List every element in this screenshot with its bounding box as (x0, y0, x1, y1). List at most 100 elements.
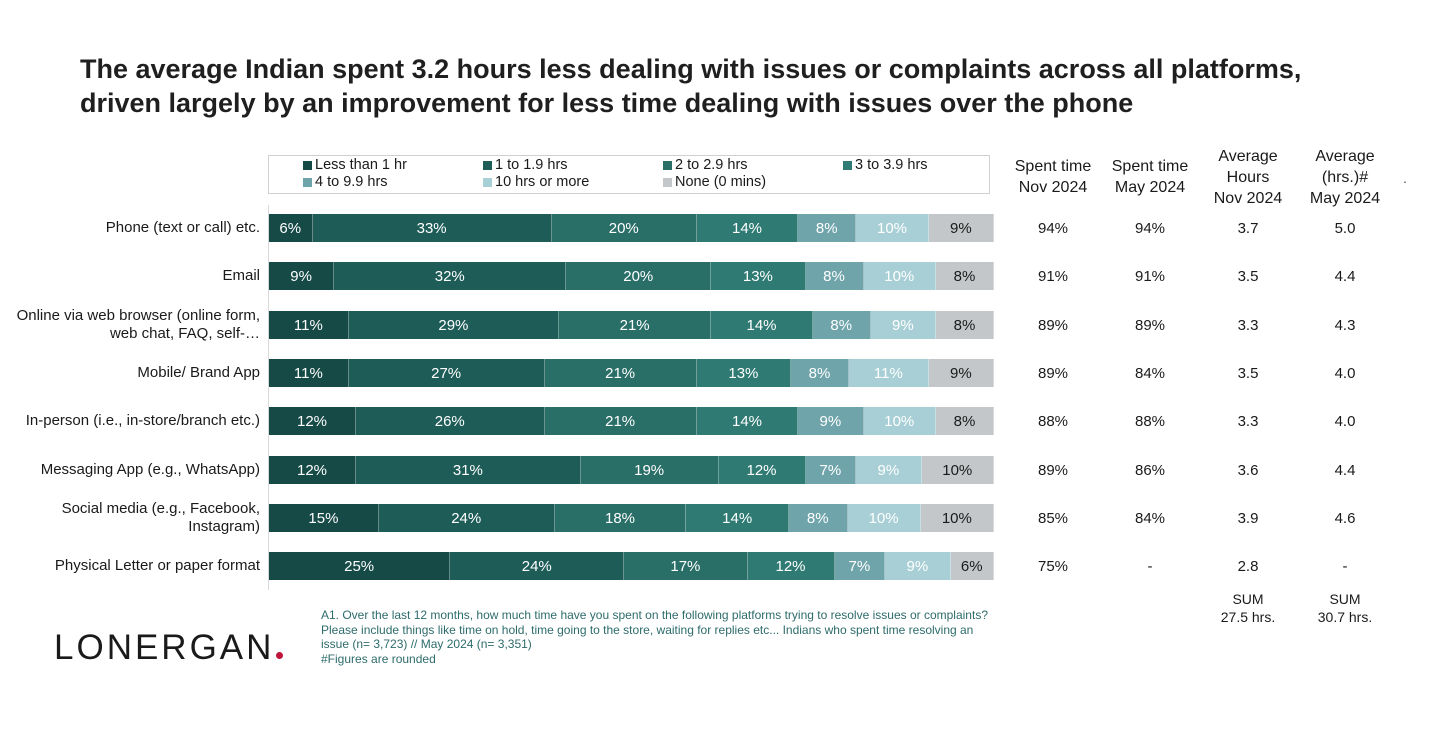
table-cell-spent-nov: 89% (1037, 317, 1069, 334)
bar-row: 12% 31% 19% 12% 7% 9% 10% (269, 456, 994, 484)
bar-segment: 10% (856, 214, 929, 242)
bar-segment: 19% (580, 456, 719, 484)
table-cell-avg-may: 4.3 (1334, 317, 1356, 334)
bar-segment: 31% (356, 456, 581, 484)
bar-segment: 9% (798, 407, 864, 435)
col-head-avg-nov: Average Hours Nov 2024 (1213, 148, 1283, 207)
bar-row: 11% 29% 21% 14% 8% 9% 8% (269, 311, 994, 339)
bar-segment: 13% (696, 359, 791, 387)
legend-item: 1 to 1.9 hrs (483, 157, 568, 173)
footnote-note: Please include things like time on hold,… (321, 622, 974, 652)
table-cell-spent-may: 89% (1134, 317, 1166, 334)
legend-item: None (0 mins) (663, 174, 766, 190)
bar-segment: 24% (378, 504, 555, 532)
bar-segment: 14% (696, 214, 799, 242)
table-cell-spent-nov: 89% (1037, 365, 1069, 382)
bar-row: 12% 26% 21% 14% 9% 10% 8% (269, 407, 994, 435)
legend-item: 10 hrs or more (483, 174, 589, 190)
bar-segment: 12% (269, 456, 356, 484)
bar-segment: 21% (544, 407, 697, 435)
legend-item: 2 to 2.9 hrs (663, 157, 748, 173)
bar-segment: 12% (747, 552, 835, 580)
bar-segment: 11% (269, 359, 349, 387)
table-cell-spent-may: 84% (1134, 365, 1166, 382)
bar-segment: 8% (936, 407, 994, 435)
bar-segment: 27% (348, 359, 545, 387)
bar-segment: 15% (269, 504, 379, 532)
bar-segment: 9% (269, 262, 335, 290)
legend-item: 3 to 3.9 hrs (843, 157, 928, 173)
table-cell-spent-may: - (1147, 558, 1153, 575)
table-cell-avg-may: 5.0 (1334, 220, 1356, 237)
table-cell-avg-nov: 3.5 (1237, 365, 1259, 382)
table-cell-avg-may: - (1342, 558, 1348, 575)
bar-segment: 20% (551, 214, 697, 242)
bar-segment: 7% (834, 552, 886, 580)
bar-segment: 8% (788, 504, 848, 532)
table-cell-spent-may: 91% (1134, 268, 1166, 285)
bar-segment: 8% (936, 262, 994, 290)
table-cell-avg-nov: 3.6 (1237, 462, 1259, 479)
bar-segment: 18% (554, 504, 687, 532)
table-cell-avg-nov: 3.5 (1237, 268, 1259, 285)
bar-row: 9% 32% 20% 13% 8% 10% 8% (269, 262, 994, 290)
table-cell-spent-nov: 85% (1037, 510, 1069, 527)
bar-segment: 20% (566, 262, 712, 290)
bar-segment: 32% (334, 262, 567, 290)
bar-segment: 21% (544, 359, 697, 387)
table-cell-avg-nov: 2.8 (1237, 558, 1259, 575)
legend-swatch (303, 177, 312, 187)
table-cell-spent-nov: 91% (1037, 268, 1069, 285)
bar-segment: 8% (936, 311, 994, 339)
bar-segment: 9% (885, 552, 951, 580)
bar-segment: 26% (356, 407, 545, 435)
table-cell-spent-may: 88% (1134, 413, 1166, 430)
bar-segment: 8% (805, 262, 864, 290)
bar-segment: 25% (269, 552, 451, 580)
col-head-spent-may: Spent time May 2024 (1111, 158, 1189, 196)
table-cell-spent-nov: 88% (1037, 413, 1069, 430)
col-head-spent-nov: Spent time Nov 2024 (1014, 158, 1092, 196)
legend-label: 1 to 1.9 hrs (495, 157, 568, 173)
bar-segment: 14% (696, 407, 799, 435)
lonergan-logo: LONERGAN (54, 628, 284, 668)
chart-legend: Less than 1 hr 1 to 1.9 hrs 2 to 2.9 hrs 3 … (268, 155, 990, 194)
footnote: A1. Over the last 12 months, how much ti… (321, 608, 1001, 666)
legend-swatch (483, 177, 492, 187)
bar-segment: 10% (863, 407, 936, 435)
legend-label: Less than 1 hr (315, 157, 407, 173)
bar-segment: 11% (849, 359, 929, 387)
bar-segment: 6% (950, 552, 994, 580)
table-cell-spent-nov: 94% (1037, 220, 1069, 237)
sum-may: SUM 30.7 hrs. (1317, 591, 1373, 625)
bar-segment: 7% (805, 456, 857, 484)
category-label: In-person (i.e., in-store/branch etc.) (25, 412, 260, 429)
table-cell-avg-nov: 3.3 (1237, 317, 1259, 334)
bar-segment: 29% (348, 311, 559, 339)
bar-segment: 10% (921, 456, 994, 484)
category-label: Social media (e.g., Facebook, Instagram) (61, 500, 260, 535)
bar-segment: 33% (312, 214, 552, 242)
logo-dot (276, 652, 284, 659)
page-title: The average Indian spent 3.2 hours less … (80, 54, 1302, 118)
legend-swatch (663, 177, 672, 187)
legend-item: Less than 1 hr (303, 157, 407, 173)
table-cell-spent-nov: 89% (1037, 462, 1069, 479)
bar-segment: 10% (920, 504, 994, 532)
bar-segment: 24% (450, 552, 625, 580)
table-cell-avg-nov: 3.3 (1237, 413, 1259, 430)
table-cell-avg-may: 4.0 (1334, 413, 1356, 430)
bar-row: 25% 24% 17% 12% 7% 9% 6% (269, 552, 994, 580)
table-cell-avg-may: 4.4 (1334, 268, 1356, 285)
legend-swatch (303, 160, 312, 170)
legend-swatch (483, 160, 492, 170)
bar-segment: 8% (798, 214, 857, 242)
category-label: Phone (text or call) etc. (105, 219, 260, 236)
category-label: Physical Letter or paper format (54, 557, 260, 574)
bar-segment: 12% (269, 407, 356, 435)
bar-segment: 12% (718, 456, 806, 484)
bar-segment: 6% (269, 214, 313, 242)
col-head-avg-may: Average (hrs.)# May 2024 (1309, 148, 1381, 207)
bar-segment: 10% (847, 504, 921, 532)
bar-segment: 13% (711, 262, 806, 290)
